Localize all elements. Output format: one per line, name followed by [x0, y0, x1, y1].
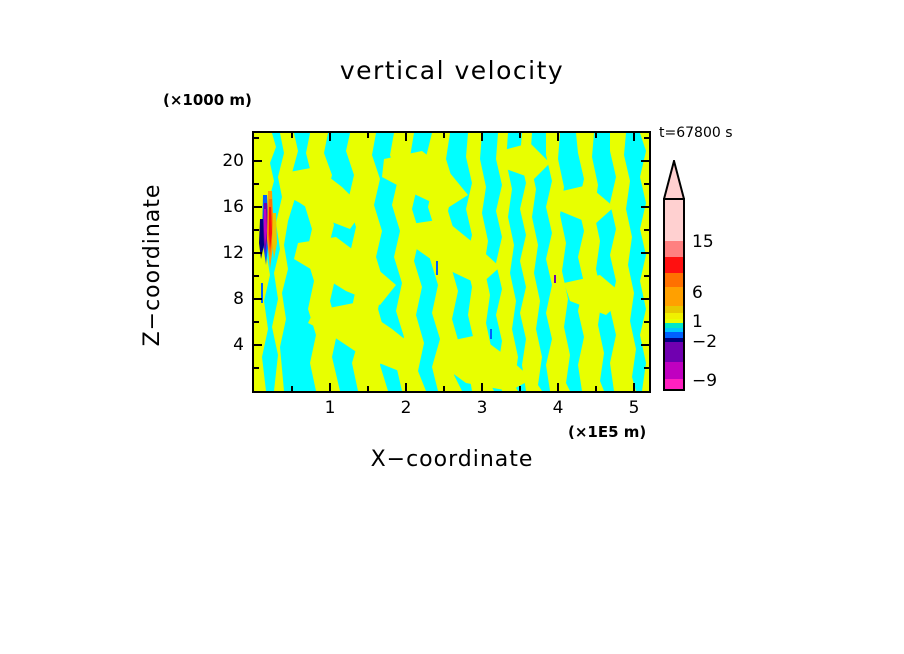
y-tick-label-4: 4 — [233, 335, 244, 355]
figure-title: vertical velocity — [339, 56, 565, 85]
colorbar-band-2 — [665, 256, 683, 273]
colorbar-band-13 — [665, 361, 683, 380]
colorbar-overflow-arrow — [663, 160, 685, 200]
colorbar-label-15: 15 — [692, 232, 714, 252]
colorbar-band-6 — [665, 312, 683, 319]
colorbar-band-3 — [665, 272, 683, 287]
colorbar-label-6: 6 — [692, 283, 703, 303]
colorbar-band-14 — [665, 379, 683, 390]
colorbar-band-10 — [665, 332, 683, 338]
colorbar-band-8 — [665, 323, 683, 328]
x-tick-label-1: 1 — [324, 398, 336, 418]
colorbar-label-minus2: −2 — [692, 332, 718, 352]
x-axis-unit-label: (×1E5 m) — [568, 423, 647, 441]
colorbar-band-11 — [665, 337, 683, 342]
colorbar-band-0 — [665, 200, 683, 241]
colorbar-band-4 — [665, 286, 683, 307]
y-tick-label-16: 16 — [222, 197, 244, 217]
x-tick-label-2: 2 — [400, 398, 412, 418]
colorbar-label-minus9: −9 — [692, 371, 718, 391]
colorbar-band-7 — [665, 318, 683, 324]
x-tick-label-3: 3 — [476, 398, 488, 418]
colorbar-band-1 — [665, 240, 683, 257]
y-tick-label-12: 12 — [222, 243, 244, 263]
y-axis-title: Z−coordinate — [140, 183, 165, 347]
x-tick-label-5: 5 — [628, 398, 640, 418]
contour-plot-area — [252, 131, 651, 393]
colorbar-band-9 — [665, 327, 683, 333]
colorbar-band-5 — [665, 306, 683, 313]
y-tick-label-20: 20 — [222, 151, 244, 171]
x-tick-label-4: 4 — [552, 398, 564, 418]
colorbar — [663, 198, 685, 391]
colorbar-band-12 — [665, 341, 683, 362]
x-axis-title: X−coordinate — [370, 447, 534, 472]
colorbar-label-1: 1 — [692, 312, 703, 332]
time-annotation: t=67800 s — [659, 125, 733, 141]
y-axis-unit-label: (×1000 m) — [163, 91, 252, 109]
contour-field — [254, 133, 649, 391]
y-tick-label-8: 8 — [233, 289, 244, 309]
